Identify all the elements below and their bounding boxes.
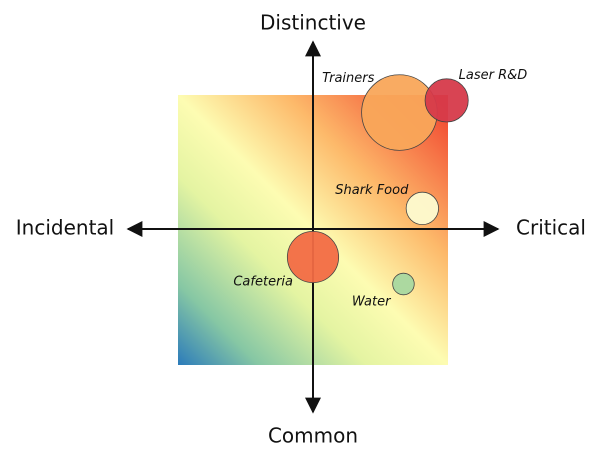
bubble (424, 78, 469, 123)
bubble (286, 230, 340, 284)
bubble-label: Cafeteria (233, 275, 293, 290)
x-right-label: Critical (516, 216, 586, 240)
bubble (361, 74, 438, 151)
bubble-label: Laser R&D (459, 68, 528, 83)
bubbles: Trainers Laser R&D Shark Food Cafeteria Wate… (233, 68, 527, 310)
bubble-label: Water (352, 295, 392, 310)
y-bottom-label: Common (268, 424, 358, 448)
bubble-label: Trainers (322, 71, 374, 86)
bubble (392, 272, 415, 296)
bubble-label: Shark Food (335, 183, 409, 198)
y-top-label: Distinctive (260, 11, 366, 35)
bubble (405, 191, 439, 225)
x-left-label: Incidental (16, 216, 114, 240)
